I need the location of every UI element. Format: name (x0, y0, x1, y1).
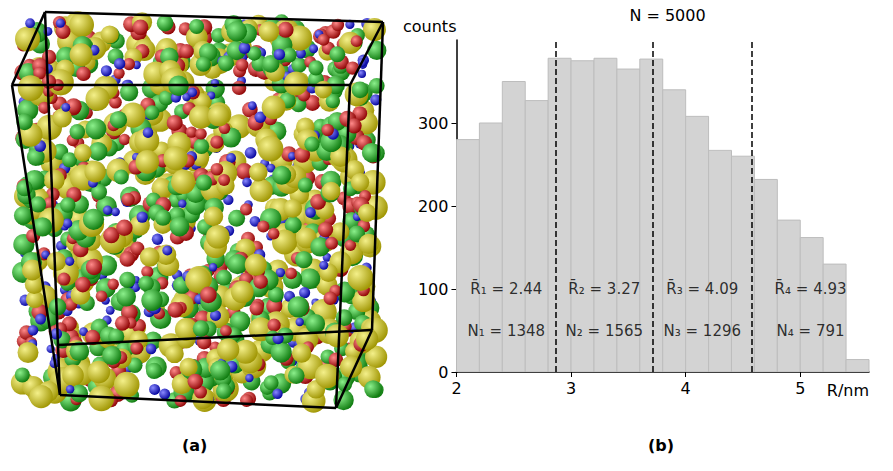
svg-text:R̄₂ = 3.27: R̄₂ = 3.27 (568, 279, 640, 298)
svg-text:R̄₄ = 4.93: R̄₄ = 4.93 (775, 279, 847, 298)
svg-text:200: 200 (418, 197, 449, 216)
svg-text:4: 4 (681, 379, 691, 398)
html-text:(b): (b) (648, 436, 675, 455)
html-text:(a): (a) (182, 436, 208, 455)
svg-text:N₁ = 1348: N₁ = 1348 (468, 322, 546, 340)
svg-text:0: 0 (438, 363, 448, 382)
svg-text:100: 100 (418, 280, 449, 299)
svg-text:2: 2 (451, 379, 461, 398)
svg-text:R̄₁ = 2.44: R̄₁ = 2.44 (470, 279, 542, 298)
svg-text:5: 5 (795, 379, 805, 398)
svg-text:3: 3 (566, 379, 576, 398)
svg-text:300: 300 (418, 114, 449, 133)
svg-text:N₄ = 791: N₄ = 791 (777, 322, 845, 340)
svg-text:N = 5000: N = 5000 (629, 6, 705, 25)
svg-text:N₂ = 1565: N₂ = 1565 (566, 322, 644, 340)
svg-text:counts: counts (403, 17, 456, 36)
svg-text:N₃ = 1296: N₃ = 1296 (664, 322, 742, 340)
svg-text:R̄₃ = 4.09: R̄₃ = 4.09 (666, 279, 738, 298)
svg-text:R/nm: R/nm (827, 381, 869, 400)
